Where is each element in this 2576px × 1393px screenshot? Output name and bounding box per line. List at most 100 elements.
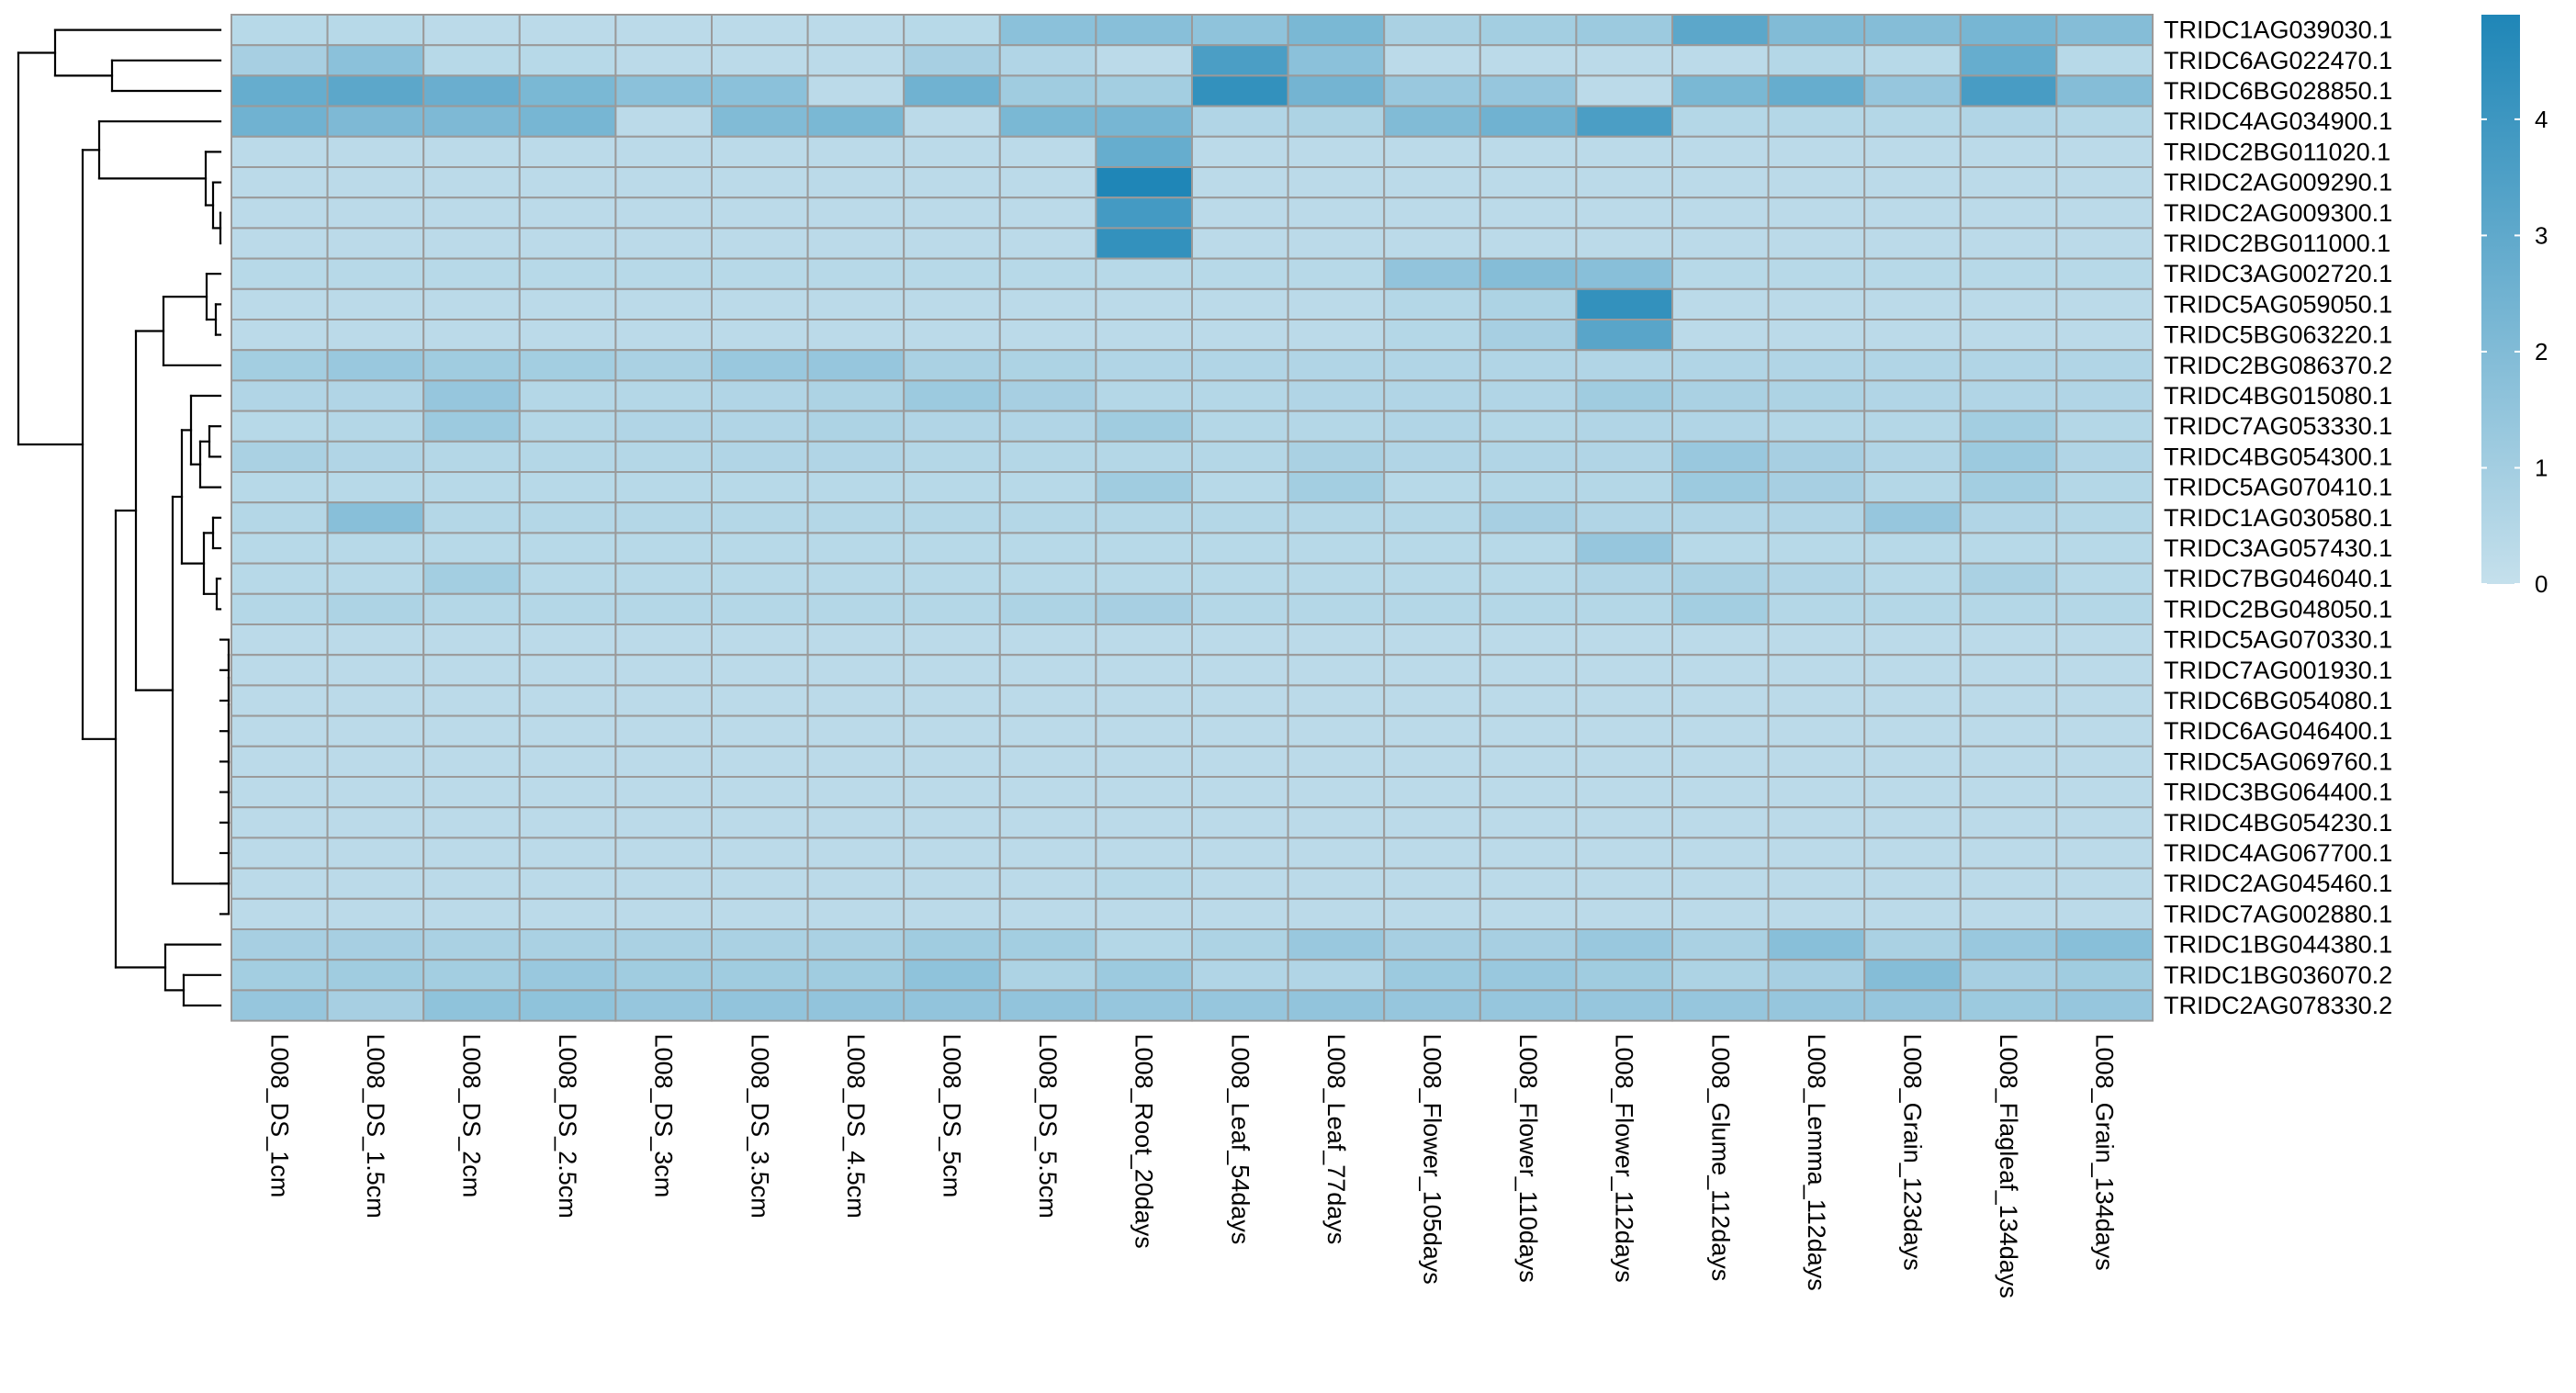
heatmap-cell bbox=[806, 867, 906, 900]
heatmap-cell bbox=[1767, 287, 1866, 320]
row-label: TRIDC5AG070410.1 bbox=[2164, 474, 2392, 501]
heatmap-cell bbox=[1575, 562, 1674, 595]
heatmap-cell bbox=[231, 135, 329, 169]
heatmap-cell bbox=[1575, 135, 1674, 169]
heatmap-cell bbox=[1479, 227, 1578, 260]
heatmap-cell bbox=[2055, 379, 2154, 412]
row-label: TRIDC6BG028850.1 bbox=[2164, 77, 2392, 105]
heatmap-cell bbox=[326, 837, 425, 870]
heatmap-cell bbox=[1095, 714, 1194, 747]
heatmap-cell bbox=[1575, 74, 1674, 107]
heatmap-cell bbox=[1671, 562, 1770, 595]
heatmap-cell bbox=[518, 257, 617, 290]
heatmap-cell bbox=[2055, 440, 2154, 473]
heatmap-cell bbox=[1959, 684, 2058, 717]
heatmap-cell bbox=[1287, 776, 1386, 809]
heatmap-cell bbox=[903, 287, 1001, 320]
heatmap-cell bbox=[1767, 166, 1866, 199]
heatmap-cell bbox=[1863, 532, 1962, 565]
heatmap-cell bbox=[326, 319, 425, 352]
heatmap-cell bbox=[1095, 471, 1194, 504]
heatmap-cell bbox=[422, 806, 521, 839]
heatmap-cell bbox=[518, 867, 617, 900]
row-label: TRIDC3BG064400.1 bbox=[2164, 779, 2392, 806]
heatmap-cell bbox=[1095, 379, 1194, 412]
heatmap-cell bbox=[806, 287, 906, 320]
row-label: TRIDC1AG039030.1 bbox=[2164, 17, 2392, 44]
legend-tick-label: 1 bbox=[2535, 455, 2548, 482]
heatmap-cell bbox=[998, 714, 1097, 747]
heatmap-cell bbox=[1671, 867, 1770, 900]
heatmap-cell bbox=[711, 197, 809, 230]
heatmap-cell bbox=[231, 44, 329, 77]
heatmap-cell bbox=[1191, 440, 1289, 473]
heatmap-cell bbox=[518, 410, 617, 443]
heatmap-cell bbox=[1191, 319, 1289, 352]
heatmap-cell bbox=[1191, 287, 1289, 320]
heatmap-cell bbox=[422, 745, 521, 778]
heatmap-cell bbox=[1383, 227, 1481, 260]
heatmap-cell bbox=[1671, 14, 1770, 47]
heatmap-cell bbox=[614, 44, 714, 77]
column-label: L008_Flower_110days bbox=[1514, 1034, 1542, 1283]
heatmap-cell bbox=[1287, 684, 1386, 717]
heatmap-cell bbox=[2055, 319, 2154, 352]
heatmap-cell bbox=[1959, 532, 2058, 565]
heatmap-cell bbox=[1191, 44, 1289, 77]
heatmap-cell bbox=[998, 105, 1097, 138]
heatmap-cell bbox=[711, 74, 809, 107]
heatmap-cell bbox=[1479, 745, 1578, 778]
heatmap-cell bbox=[422, 227, 521, 260]
heatmap-cell bbox=[1863, 623, 1962, 657]
heatmap-cell bbox=[1095, 684, 1194, 717]
heatmap-cell bbox=[1575, 440, 1674, 473]
heatmap-cell bbox=[806, 227, 906, 260]
heatmap-cell bbox=[1383, 379, 1481, 412]
row-label: TRIDC6AG046400.1 bbox=[2164, 717, 2392, 745]
heatmap-cell bbox=[1575, 654, 1674, 687]
heatmap-cell bbox=[711, 989, 809, 1022]
heatmap-cell bbox=[806, 257, 906, 290]
heatmap-cell bbox=[1191, 14, 1289, 47]
heatmap-cell bbox=[1863, 14, 1962, 47]
column-label: L008_DS_1.5cm bbox=[362, 1034, 389, 1219]
column-label: L008_Grain_134days bbox=[2091, 1034, 2119, 1271]
heatmap-cell bbox=[1959, 166, 2058, 199]
heatmap-cell bbox=[1959, 74, 2058, 107]
heatmap-cell bbox=[1959, 745, 2058, 778]
heatmap-cell bbox=[231, 379, 329, 412]
heatmap-cell bbox=[1479, 197, 1578, 230]
heatmap-cell bbox=[518, 714, 617, 747]
heatmap-cell bbox=[518, 197, 617, 230]
heatmap-cell bbox=[2055, 532, 2154, 565]
heatmap-cell bbox=[1671, 197, 1770, 230]
heatmap-cell bbox=[1767, 532, 1866, 565]
heatmap-cell bbox=[1191, 592, 1289, 625]
heatmap-cell bbox=[1863, 44, 1962, 77]
heatmap-cell bbox=[1191, 928, 1289, 961]
heatmap-cell bbox=[1287, 745, 1386, 778]
heatmap-cell bbox=[1095, 532, 1194, 565]
heatmap-cell bbox=[614, 135, 714, 169]
heatmap-cell bbox=[1671, 623, 1770, 657]
heatmap-cell bbox=[998, 806, 1097, 839]
heatmap-cell bbox=[326, 592, 425, 625]
heatmap-cell bbox=[1383, 928, 1481, 961]
heatmap-cell bbox=[231, 349, 329, 382]
heatmap-cell bbox=[1287, 14, 1386, 47]
heatmap-cell bbox=[1959, 959, 2058, 992]
heatmap-cell bbox=[2055, 349, 2154, 382]
heatmap-cell bbox=[998, 562, 1097, 595]
heatmap-cell bbox=[1767, 501, 1866, 534]
heatmap-cell bbox=[1767, 867, 1866, 900]
heatmap-cell bbox=[422, 287, 521, 320]
heatmap-cell bbox=[1959, 562, 2058, 595]
heatmap-cell bbox=[1575, 623, 1674, 657]
heatmap-cell bbox=[806, 105, 906, 138]
heatmap-cell bbox=[2055, 623, 2154, 657]
heatmap-cell bbox=[1191, 745, 1289, 778]
heatmap-cell bbox=[1671, 959, 1770, 992]
heatmap-cell bbox=[1575, 287, 1674, 320]
heatmap-cell bbox=[518, 287, 617, 320]
